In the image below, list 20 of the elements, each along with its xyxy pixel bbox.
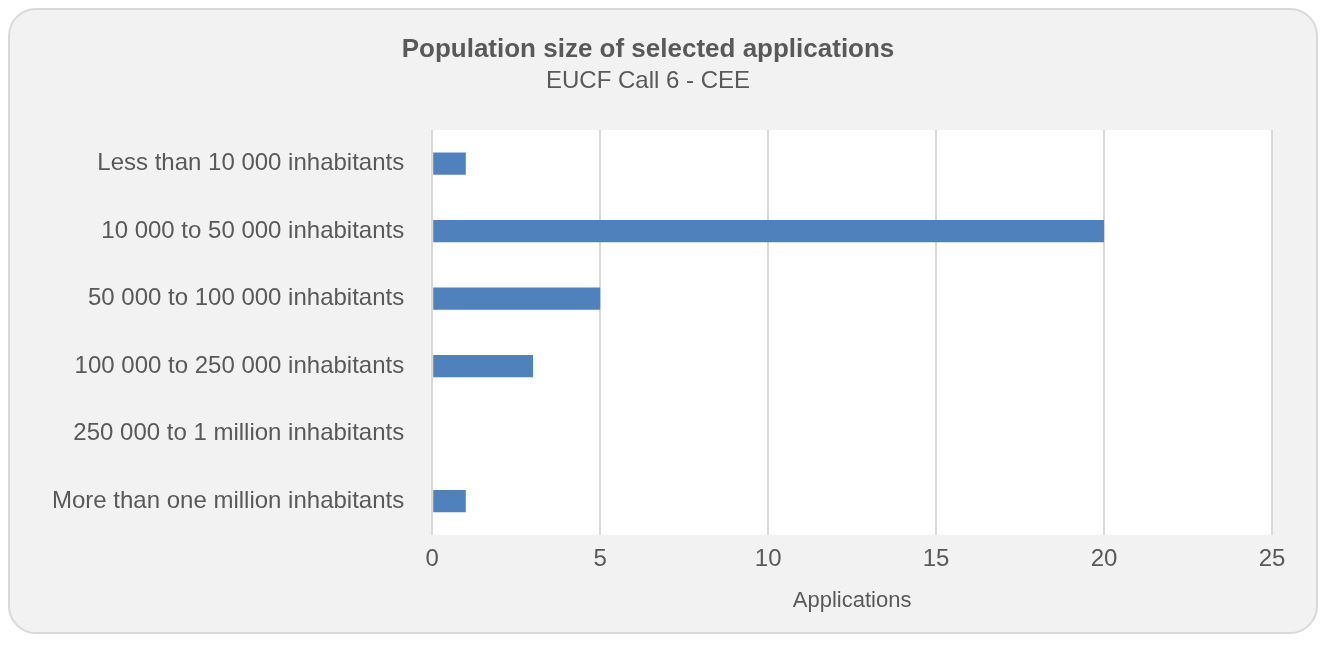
y-tick-label: More than one million inhabitants [51, 485, 405, 513]
x-axis-title: Applications [792, 586, 912, 612]
y-tick-label: Less than 10 000 inhabitants [97, 148, 405, 176]
bar [433, 152, 466, 175]
x-tick-label: 0 [425, 543, 439, 571]
bar [433, 287, 601, 310]
y-tick-label: 50 000 to 100 000 inhabitants [87, 283, 405, 311]
y-tick-label: 100 000 to 250 000 inhabitants [74, 350, 405, 378]
chart-title: Population size of selected applications [401, 32, 895, 63]
chart-subtitle: EUCF Call 6 - CEE [545, 66, 751, 94]
x-tick-label: 15 [922, 543, 950, 571]
x-tick-label: 5 [593, 543, 607, 571]
x-tick-label: 10 [754, 543, 782, 571]
x-tick-label: 25 [1258, 543, 1286, 571]
bar [433, 220, 1105, 243]
x-tick-label: 20 [1090, 543, 1118, 571]
y-tick-label: 250 000 to 1 million inhabitants [73, 418, 405, 446]
bar [433, 355, 533, 378]
y-tick-label: 10 000 to 50 000 inhabitants [101, 215, 405, 243]
bar [433, 489, 466, 513]
